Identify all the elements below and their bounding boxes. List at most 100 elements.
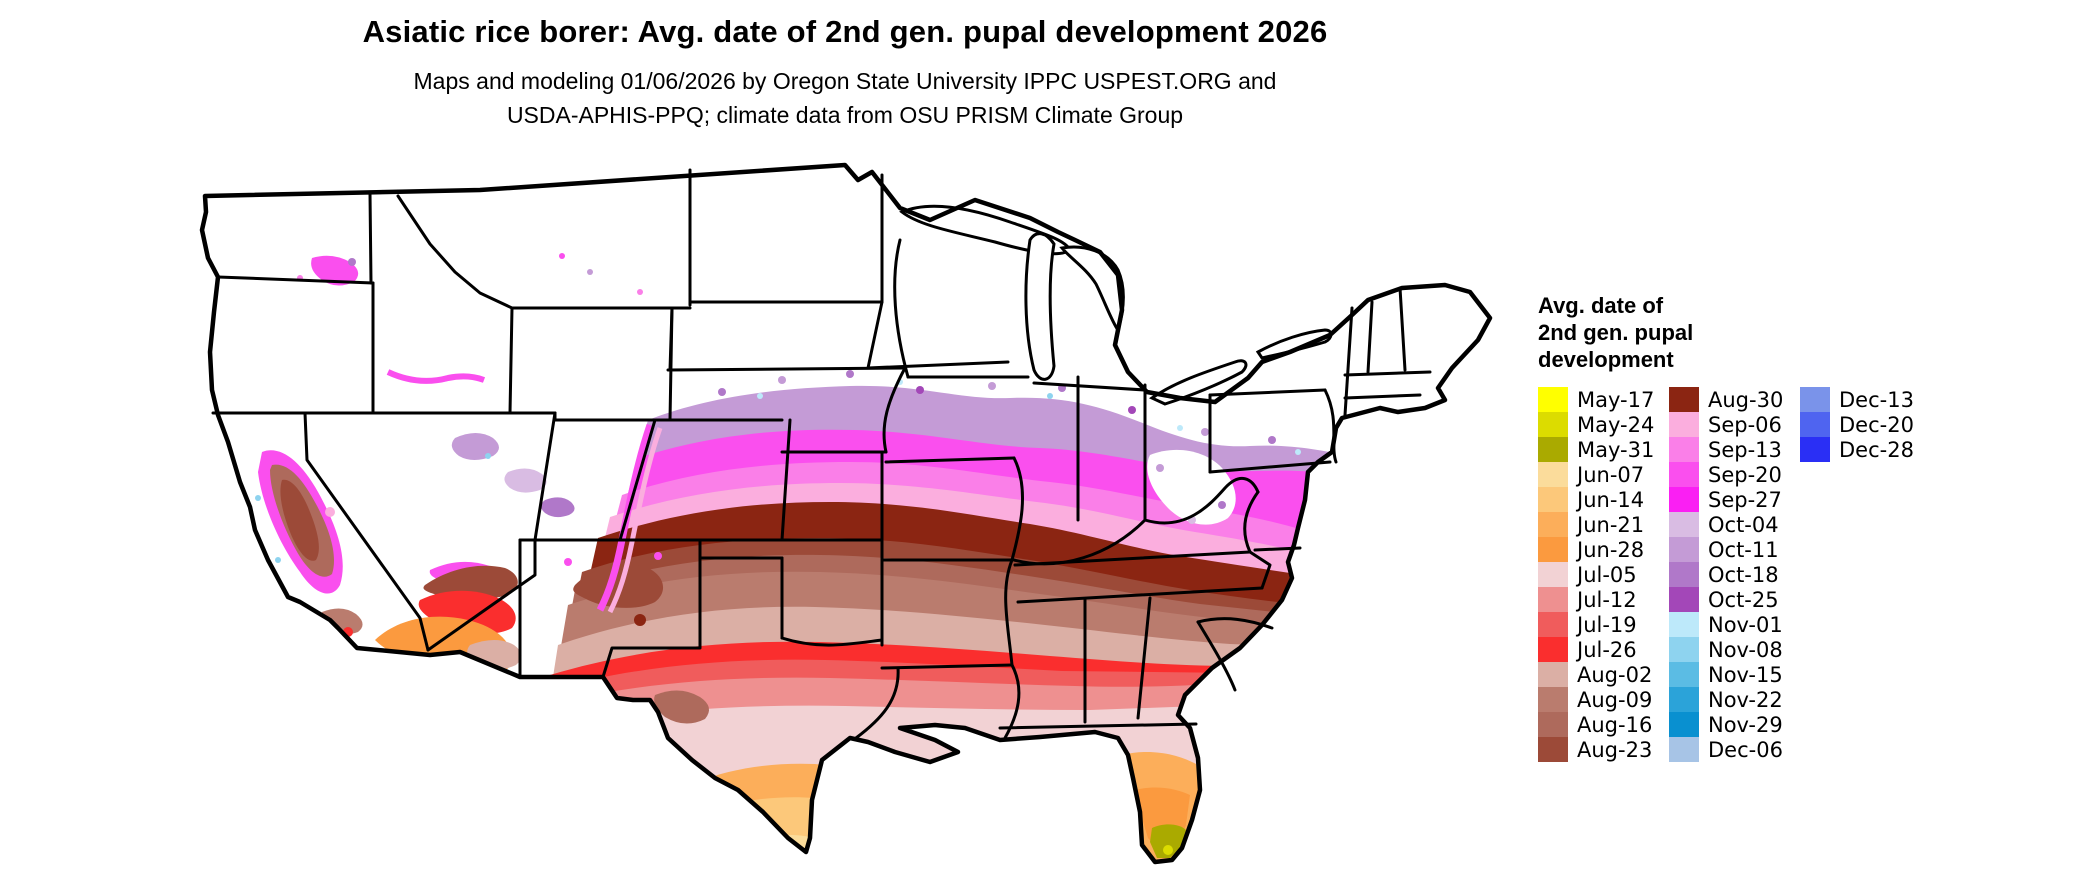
legend-label: Sep-27 bbox=[1708, 487, 1782, 512]
legend-columns: May-17 May-24 May-31 Jun-07 Jun-14 Jun-21 Jun-… bbox=[1538, 387, 2078, 762]
legend-swatch bbox=[1800, 387, 1830, 412]
patch-stx-jun21 bbox=[660, 763, 852, 862]
legend-swatch bbox=[1538, 462, 1568, 487]
legend-row: Oct-25 bbox=[1669, 587, 1790, 612]
legend-label: Sep-13 bbox=[1708, 437, 1782, 462]
legend-row: Jul-05 bbox=[1538, 562, 1659, 587]
legend-label: Nov-22 bbox=[1708, 687, 1783, 712]
legend-swatch bbox=[1538, 637, 1568, 662]
us-map-container bbox=[199, 162, 1493, 885]
legend-swatch bbox=[1669, 537, 1699, 562]
legend-column-3: Dec-13 Dec-20 Dec-28 bbox=[1800, 387, 1921, 462]
legend-label: Dec-13 bbox=[1839, 387, 1914, 412]
legend-swatch bbox=[1538, 562, 1568, 587]
speck-mt-2 bbox=[587, 269, 593, 275]
legend-label: Nov-08 bbox=[1708, 637, 1783, 662]
patch-ut-purple2 bbox=[504, 468, 547, 493]
map-legend: Avg. date of 2nd gen. pupal development … bbox=[1538, 292, 2078, 762]
legend-label: Jul-19 bbox=[1577, 612, 1637, 637]
legend-row: Nov-15 bbox=[1669, 662, 1790, 687]
model-raster-bands bbox=[255, 253, 1490, 885]
legend-label: Dec-28 bbox=[1839, 437, 1914, 462]
legend-row: Oct-04 bbox=[1669, 512, 1790, 537]
legend-row: Aug-02 bbox=[1538, 662, 1659, 687]
patch-fl-keys bbox=[1145, 869, 1221, 885]
legend-swatch bbox=[1538, 587, 1568, 612]
legend-label: Dec-20 bbox=[1839, 412, 1914, 437]
us-outline bbox=[199, 162, 1493, 865]
legend-row: Jun-14 bbox=[1538, 487, 1659, 512]
patch-wtx-brown bbox=[654, 690, 709, 724]
legend-swatch bbox=[1538, 437, 1568, 462]
lake-michigan bbox=[1024, 232, 1056, 381]
legend-swatch bbox=[1669, 612, 1699, 637]
speck-wa-1 bbox=[348, 258, 356, 266]
legend-row: Sep-27 bbox=[1669, 487, 1790, 512]
legend-label: Jul-05 bbox=[1577, 562, 1637, 587]
legend-swatch bbox=[1538, 537, 1568, 562]
legend-label: Nov-29 bbox=[1708, 712, 1783, 737]
legend-row: Nov-01 bbox=[1669, 612, 1790, 637]
speckles-purple bbox=[718, 370, 1276, 444]
legend-row: May-31 bbox=[1538, 437, 1659, 462]
patch-stx-jun14 bbox=[685, 797, 848, 862]
legend-row: May-17 bbox=[1538, 387, 1659, 412]
legend-row: Jun-21 bbox=[1538, 512, 1659, 537]
legend-label: Jun-28 bbox=[1577, 537, 1645, 562]
legend-row: Oct-18 bbox=[1669, 562, 1790, 587]
legend-row: Nov-22 bbox=[1669, 687, 1790, 712]
great-lakes bbox=[899, 204, 1333, 406]
legend-row: Dec-13 bbox=[1800, 387, 1921, 412]
legend-swatch bbox=[1669, 562, 1699, 587]
patch-az-mogollon-darkbrown bbox=[423, 565, 518, 600]
legend-swatch bbox=[1669, 387, 1699, 412]
legend-title: Avg. date of 2nd gen. pupal development bbox=[1538, 293, 1694, 372]
page-subtitle: Maps and modeling 01/06/2026 by Oregon S… bbox=[0, 64, 1690, 132]
legend-swatch bbox=[1669, 412, 1699, 437]
legend-row: Aug-30 bbox=[1669, 387, 1790, 412]
speck-ca-pink bbox=[325, 507, 335, 517]
subtitle-line-1: Maps and modeling 01/06/2026 by Oregon S… bbox=[413, 68, 1277, 94]
legend-row: Dec-28 bbox=[1800, 437, 1921, 462]
legend-swatch bbox=[1538, 512, 1568, 537]
legend-row: Nov-29 bbox=[1669, 712, 1790, 737]
legend-swatch bbox=[1538, 387, 1568, 412]
legend-label: Oct-11 bbox=[1708, 537, 1779, 562]
legend-row: Jul-12 bbox=[1538, 587, 1659, 612]
legend-row: Dec-20 bbox=[1800, 412, 1921, 437]
state-borders bbox=[211, 168, 1432, 740]
patch-wa-columbia bbox=[311, 255, 359, 286]
legend-label: Nov-01 bbox=[1708, 612, 1783, 637]
legend-label: Oct-04 bbox=[1708, 512, 1779, 537]
legend-label: May-17 bbox=[1577, 387, 1655, 412]
legend-row: Aug-23 bbox=[1538, 737, 1659, 762]
legend-swatch bbox=[1538, 612, 1568, 637]
legend-swatch bbox=[1538, 412, 1568, 437]
legend-label: Aug-16 bbox=[1577, 712, 1653, 737]
legend-row: Oct-11 bbox=[1669, 537, 1790, 562]
legend-row: May-24 bbox=[1538, 412, 1659, 437]
speck-nm-magenta1 bbox=[564, 558, 572, 566]
speck-socal-magenta bbox=[311, 618, 319, 626]
legend-row: Sep-13 bbox=[1669, 437, 1790, 462]
patch-wv-white bbox=[1147, 449, 1236, 525]
legend-swatch bbox=[1669, 712, 1699, 737]
legend-label: May-31 bbox=[1577, 437, 1655, 462]
legend-swatch bbox=[1669, 587, 1699, 612]
legend-label: Oct-18 bbox=[1708, 562, 1779, 587]
patch-fl-may31 bbox=[1150, 824, 1186, 858]
legend-label: Jul-26 bbox=[1577, 637, 1637, 662]
legend-swatch bbox=[1669, 687, 1699, 712]
legend-swatch bbox=[1538, 662, 1568, 687]
speckles-cyan bbox=[757, 379, 1301, 455]
legend-swatch bbox=[1538, 487, 1568, 512]
subtitle-line-2: USDA-APHIS-PPQ; climate data from OSU PR… bbox=[506, 102, 1184, 128]
lake-erie bbox=[1148, 359, 1248, 406]
legend-swatch bbox=[1538, 737, 1568, 762]
legend-row: Jul-19 bbox=[1538, 612, 1659, 637]
legend-row: Jul-26 bbox=[1538, 637, 1659, 662]
legend-swatch bbox=[1538, 687, 1568, 712]
legend-row: Jun-07 bbox=[1538, 462, 1659, 487]
map-band-jul05 bbox=[520, 705, 1490, 862]
legend-swatch bbox=[1669, 737, 1699, 762]
